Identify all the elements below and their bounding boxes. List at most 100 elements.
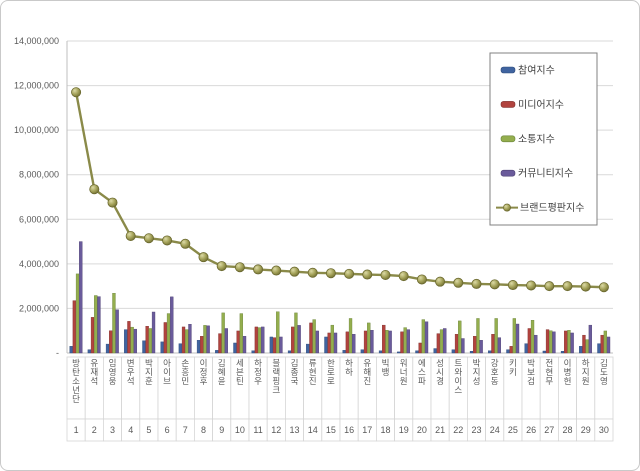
category-rank-label: 25 xyxy=(508,425,518,435)
bar xyxy=(515,323,520,354)
bar xyxy=(488,350,492,354)
bar xyxy=(279,336,283,354)
bar xyxy=(600,334,604,354)
bar xyxy=(497,337,501,354)
bar xyxy=(534,334,538,354)
bar xyxy=(242,336,247,354)
bar xyxy=(166,313,171,354)
legend-marker xyxy=(503,203,511,212)
bar xyxy=(388,330,392,354)
bar xyxy=(324,336,328,354)
bar xyxy=(606,336,611,354)
bar xyxy=(461,338,465,354)
y-tick-label: 8,000,000 xyxy=(19,170,59,180)
category-rank-label: 29 xyxy=(581,425,591,435)
bar xyxy=(306,343,310,354)
bar xyxy=(363,330,368,354)
bar xyxy=(309,322,313,354)
bar xyxy=(564,330,568,354)
bar xyxy=(218,333,222,354)
line-marker xyxy=(562,281,573,292)
category-rank-label: 9 xyxy=(219,425,224,435)
category-rank-label: 2 xyxy=(92,425,97,435)
line-marker xyxy=(598,282,609,293)
bar xyxy=(454,334,459,354)
bar xyxy=(127,321,131,354)
bar xyxy=(582,334,586,354)
line-marker xyxy=(544,281,555,292)
bar xyxy=(69,346,73,354)
category-rank-label: 1 xyxy=(74,425,79,435)
bar xyxy=(570,332,574,354)
bar xyxy=(443,328,447,354)
bar xyxy=(203,325,207,354)
bar xyxy=(597,343,601,354)
bar xyxy=(163,322,167,354)
y-tick-label: 6,000,000 xyxy=(19,214,59,224)
category-rank-label: 14 xyxy=(308,425,318,435)
category-rank-label: 10 xyxy=(235,425,245,435)
bar xyxy=(272,337,277,354)
bar xyxy=(603,330,608,354)
category-rank-label: 24 xyxy=(490,425,500,435)
bar xyxy=(188,324,192,354)
bar xyxy=(178,343,182,354)
category-rank-label: 6 xyxy=(165,425,170,435)
bar xyxy=(382,324,386,354)
line-marker xyxy=(416,274,427,285)
bar xyxy=(269,336,273,354)
bar xyxy=(160,341,164,354)
x-axis-labels: 방 탄 소 년 단 1 유 재 석 2 임 영 웅 3 변 우 석 4 박 지 훈 5 아 이 브 6 손 흥 민 7 이 정 후 8 김 혜 윤 9 세 븐… xyxy=(66,356,614,442)
bar xyxy=(360,349,364,354)
line-marker xyxy=(271,265,282,276)
bar xyxy=(236,330,240,354)
bar xyxy=(130,326,134,354)
bar xyxy=(524,343,528,354)
bar xyxy=(567,330,571,354)
bar xyxy=(542,350,547,354)
legend-item-미디어지수: 미디어지수 xyxy=(500,99,564,111)
bar xyxy=(200,336,204,354)
bar xyxy=(579,346,583,354)
bar xyxy=(196,340,201,354)
line-marker xyxy=(380,269,391,280)
bar xyxy=(491,334,495,354)
category-rank-label: 13 xyxy=(289,425,299,435)
bar xyxy=(257,327,262,354)
gridlines xyxy=(67,40,613,309)
category-rank-label: 17 xyxy=(362,425,372,435)
bar xyxy=(87,349,92,354)
bar xyxy=(170,296,174,354)
bar xyxy=(315,330,319,354)
line-marker xyxy=(107,197,118,208)
legend-label: 브랜드평판지수 xyxy=(520,202,584,214)
line-marker xyxy=(526,280,537,291)
bar xyxy=(181,326,186,354)
category-rank-label: 23 xyxy=(471,425,481,435)
category-rank-label: 20 xyxy=(417,425,427,435)
category-rank-label: 18 xyxy=(380,425,390,435)
legend-item-커뮤니티지수: 커뮤니티지수 xyxy=(500,168,573,180)
line-marker xyxy=(307,267,318,278)
bar xyxy=(370,330,374,354)
category-rank-label: 21 xyxy=(435,425,445,435)
bar xyxy=(415,350,419,354)
bar xyxy=(348,318,353,354)
bar-series-소통지수 xyxy=(75,273,608,354)
line-marker xyxy=(234,262,245,273)
line-marker xyxy=(216,261,227,272)
bar xyxy=(312,319,316,354)
y-tick-label: 10,000,000 xyxy=(14,125,59,135)
line-marker xyxy=(71,87,82,98)
line-marker xyxy=(198,252,209,263)
